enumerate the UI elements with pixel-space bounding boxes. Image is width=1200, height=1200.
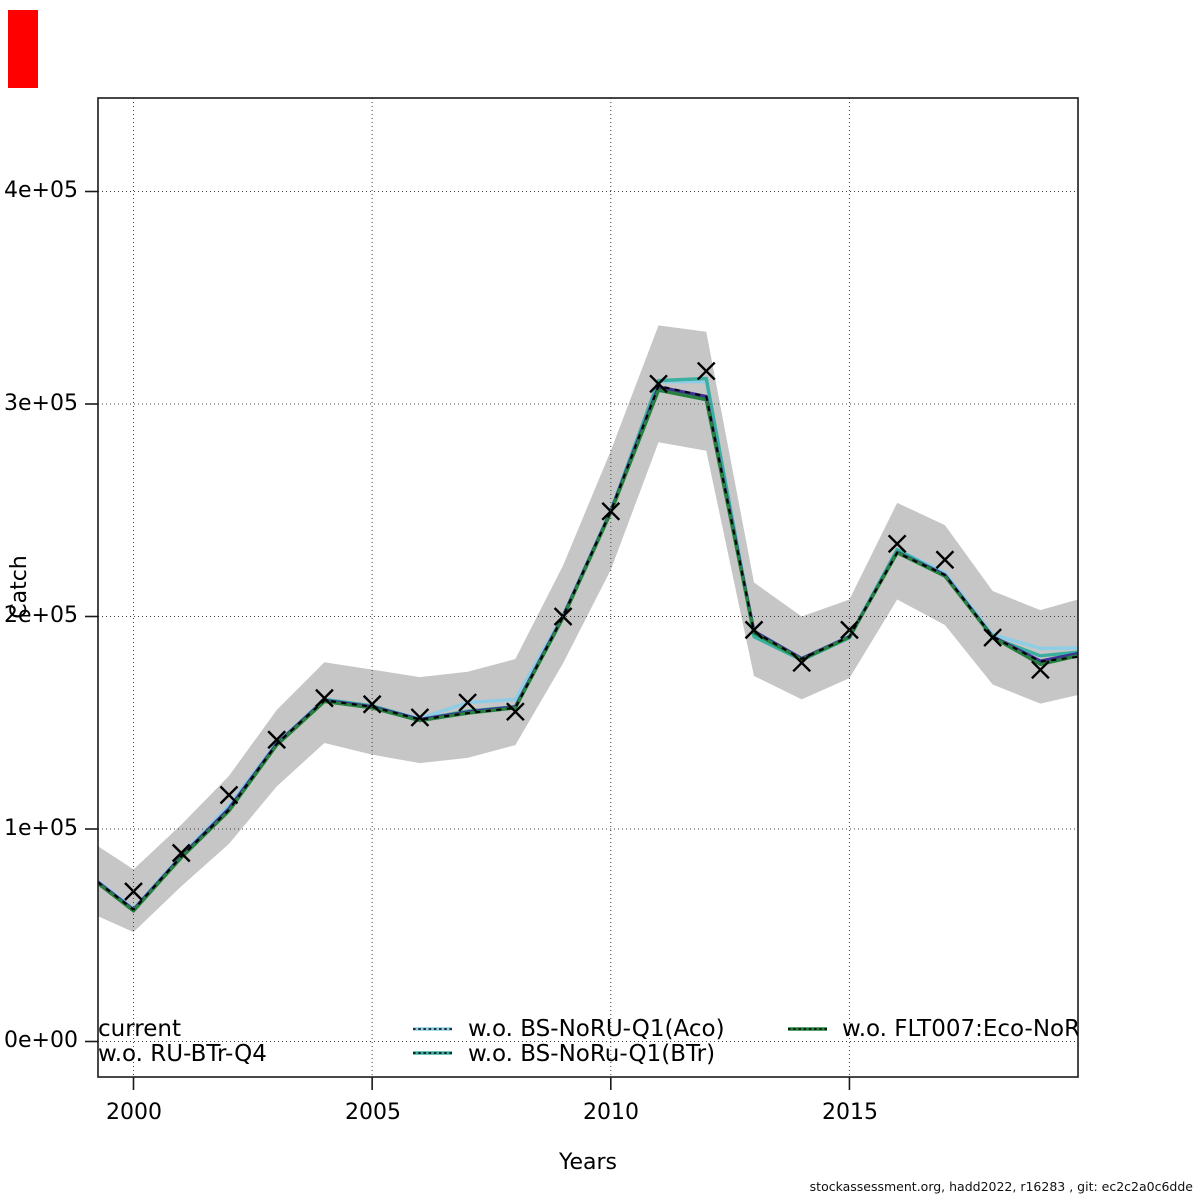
footer-attribution: stockassessment.org, hadd2022, r16283 , … [809, 1179, 1193, 1194]
y-tick-label-2: 2e+05 [4, 603, 78, 628]
legend-label-current: current [98, 1016, 181, 1042]
axis-ticks [85, 190, 851, 1090]
red-marker [8, 10, 38, 88]
y-tick-label-3: 3e+05 [4, 391, 78, 416]
series-line-4 [98, 388, 1078, 913]
series-line-2 [98, 379, 1078, 911]
series-line-1 [98, 385, 1078, 912]
series-line-3 [98, 376, 1078, 913]
x-axis-title: Years [558, 1150, 618, 1175]
y-tick-label-0: 0e+00 [4, 1028, 78, 1053]
y-tick-label-4: 4e+05 [4, 178, 78, 203]
gridlines [98, 98, 1078, 1077]
legend-label-bs-noru-q1-aco: w.o. BS-NoRU-Q1(Aco) [468, 1016, 725, 1042]
y-axis-title: Catch [7, 555, 32, 619]
x-tick-label-2015: 2015 [822, 1100, 878, 1125]
series-line-0 [98, 384, 1078, 911]
legend-label-flt007: w.o. FLT007:Eco-NoRu-Q [842, 1016, 1078, 1042]
x-tick-label-2005: 2005 [345, 1100, 401, 1125]
plot-border [97, 97, 1079, 1078]
x-tick-label-2000: 2000 [106, 1100, 162, 1125]
x-tick-label-2010: 2010 [583, 1100, 639, 1125]
plot-area [98, 325, 1078, 933]
confidence-band [98, 325, 1078, 933]
observation-markers [124, 361, 1050, 901]
legend-label-bs-noru-q1-btr: w.o. BS-NoRu-Q1(BTr) [468, 1041, 716, 1067]
legend-label-ru-btr-q4: w.o. RU-BTr-Q4 [98, 1041, 267, 1067]
y-tick-label-1: 1e+05 [4, 816, 78, 841]
